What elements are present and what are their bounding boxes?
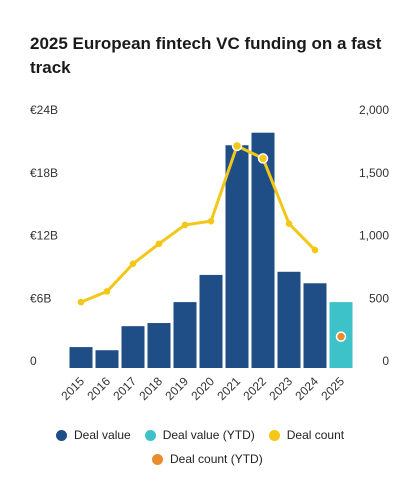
legend-swatch: [144, 429, 156, 441]
x-tick-label: 2022: [240, 374, 269, 403]
right-tick-label: 500: [369, 291, 389, 305]
point-deal-count: [257, 153, 269, 164]
line-series: [77, 140, 347, 342]
left-tick-label: €18B: [30, 166, 58, 180]
line-segment-deal-count: [183, 219, 213, 227]
left-tick-label: €6B: [30, 291, 51, 305]
point-deal-count: [129, 260, 137, 268]
line-segment-deal-count: [157, 223, 187, 246]
point-deal-count: [311, 246, 319, 254]
left-tick-label: €12B: [30, 229, 58, 243]
point-deal-count: [103, 288, 111, 295]
bar-deal-value: [147, 323, 171, 368]
x-tick-label: 2018: [136, 374, 165, 403]
legend-label: Deal count: [286, 428, 345, 442]
point-deal-count: [77, 298, 85, 306]
bar-deal-value: [199, 274, 223, 368]
point-deal-count: [181, 221, 189, 229]
x-tick-label: 2020: [188, 374, 217, 403]
x-tick-label: 2024: [292, 374, 321, 403]
x-axis: 2015201620172018201920202021202220232024…: [58, 374, 347, 403]
legend-item: Deal value (YTD): [144, 428, 255, 442]
line-segment-deal-count: [261, 156, 291, 226]
x-tick-label: 2017: [110, 374, 139, 403]
bar-series: [69, 132, 353, 368]
left-tick-label: €24B: [30, 103, 58, 117]
legend-label: Deal count (YTD): [170, 452, 263, 466]
legend-item: Deal value: [56, 428, 131, 442]
bar-deal-value: [303, 283, 327, 368]
x-tick-label: 2023: [266, 374, 295, 403]
chart-svg: 0 €6B €12B €18B €24B 0 500 1,000 1,500 2,000 201…: [30, 103, 389, 403]
chart-title: 2025 European fintech VC funding on a fa…: [30, 34, 382, 77]
point-deal-count: [207, 217, 215, 225]
x-tick-label: 2015: [58, 374, 87, 403]
bar-deal-value: [251, 132, 275, 368]
legend-swatch: [268, 429, 280, 441]
point-deal-count: [231, 140, 243, 152]
right-tick-label: 1,000: [359, 229, 389, 243]
bar-deal-value: [225, 145, 249, 368]
point-deal-count: [285, 220, 293, 227]
legend-swatch: [56, 429, 67, 441]
bar-deal-value: [69, 347, 93, 368]
x-tick-label: 2021: [214, 374, 243, 403]
left-axis: 0 €6B €12B €18B €24B: [30, 103, 58, 368]
right-tick-label: 1,500: [359, 166, 389, 180]
legend-swatch: [152, 453, 163, 465]
legend-label: Deal value (YTD): [162, 428, 255, 442]
right-axis: 0 500 1,000 1,500 2,000: [359, 103, 389, 368]
legend-row: Deal value Deal value (YTD) Deal count: [56, 428, 358, 442]
bar-deal-value: [277, 271, 301, 368]
line-segment-deal-count: [209, 144, 239, 223]
legend-item: Deal count (YTD): [152, 452, 263, 466]
point-deal-count-ytd: [335, 331, 347, 342]
x-tick-label: 2019: [162, 374, 191, 403]
legend-label: Deal value: [74, 428, 131, 442]
left-tick-label: 0: [30, 354, 37, 368]
right-tick-label: 0: [382, 354, 389, 368]
legend-item: Deal count: [268, 428, 345, 442]
point-deal-count: [155, 240, 163, 248]
bar-deal-value: [121, 326, 145, 368]
line-segment-deal-count: [287, 222, 317, 252]
right-tick-label: 2,000: [359, 103, 389, 117]
line-segment-deal-count: [79, 289, 109, 304]
bar-deal-value: [173, 302, 197, 368]
line-segment-deal-count: [131, 242, 161, 266]
line-segment-deal-count: [105, 262, 135, 293]
bar-deal-value: [95, 350, 119, 368]
x-tick-label: 2016: [84, 374, 113, 403]
x-tick-label: 2025: [318, 374, 347, 403]
legend-row: Deal count (YTD): [152, 452, 277, 466]
